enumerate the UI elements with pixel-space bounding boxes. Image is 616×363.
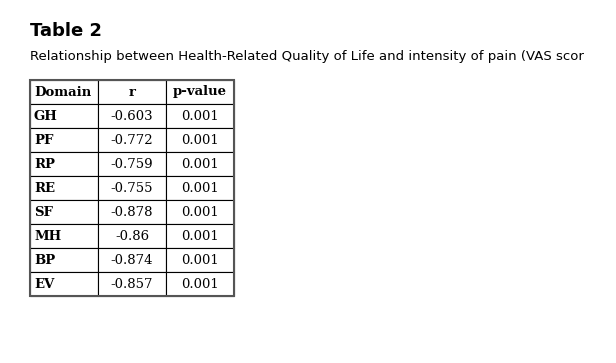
Text: BP: BP [34,253,55,266]
Text: MH: MH [34,229,61,242]
Text: 0.001: 0.001 [181,134,219,147]
Bar [30,80,234,296]
Bar [98,200,166,224]
Text: -0.857: -0.857 [111,277,153,290]
Text: -0.759: -0.759 [111,158,153,171]
Bar [30,200,98,224]
Text: 0.001: 0.001 [181,158,219,171]
Text: 0.001: 0.001 [181,229,219,242]
Text: Table 2: Table 2 [30,22,102,40]
Text: RE: RE [34,182,55,195]
Text: -0.874: -0.874 [111,253,153,266]
Bar [166,152,234,176]
Text: Relationship between Health-Related Quality of Life and intensity of pain (VAS s: Relationship between Health-Related Qual… [30,50,584,63]
Bar [98,128,166,152]
Text: GH: GH [34,110,58,122]
Bar [30,152,98,176]
Text: 0.001: 0.001 [181,253,219,266]
Bar [98,80,166,104]
Text: p-value: p-value [173,86,227,98]
Bar [98,248,166,272]
Bar [30,128,98,152]
Bar [166,200,234,224]
Text: Domain: Domain [34,86,91,98]
Bar [166,104,234,128]
Bar [98,176,166,200]
Text: RP: RP [34,158,55,171]
Text: 0.001: 0.001 [181,205,219,219]
Bar [166,128,234,152]
Bar [166,248,234,272]
Bar [98,224,166,248]
Text: PF: PF [34,134,54,147]
Text: 0.001: 0.001 [181,182,219,195]
Text: 0.001: 0.001 [181,110,219,122]
Text: 0.001: 0.001 [181,277,219,290]
Text: -0.603: -0.603 [111,110,153,122]
Bar [98,104,166,128]
Text: -0.86: -0.86 [115,229,149,242]
Bar [98,152,166,176]
Bar [30,248,98,272]
Text: r: r [129,86,136,98]
Bar [98,272,166,296]
Bar [166,272,234,296]
Text: -0.772: -0.772 [111,134,153,147]
Bar [30,224,98,248]
Text: -0.878: -0.878 [111,205,153,219]
Bar [166,80,234,104]
Text: -0.755: -0.755 [111,182,153,195]
Bar [30,104,98,128]
Bar [30,272,98,296]
Text: SF: SF [34,205,53,219]
Text: EV: EV [34,277,54,290]
Bar [30,176,98,200]
Bar [166,176,234,200]
Bar [30,80,98,104]
Bar [166,224,234,248]
